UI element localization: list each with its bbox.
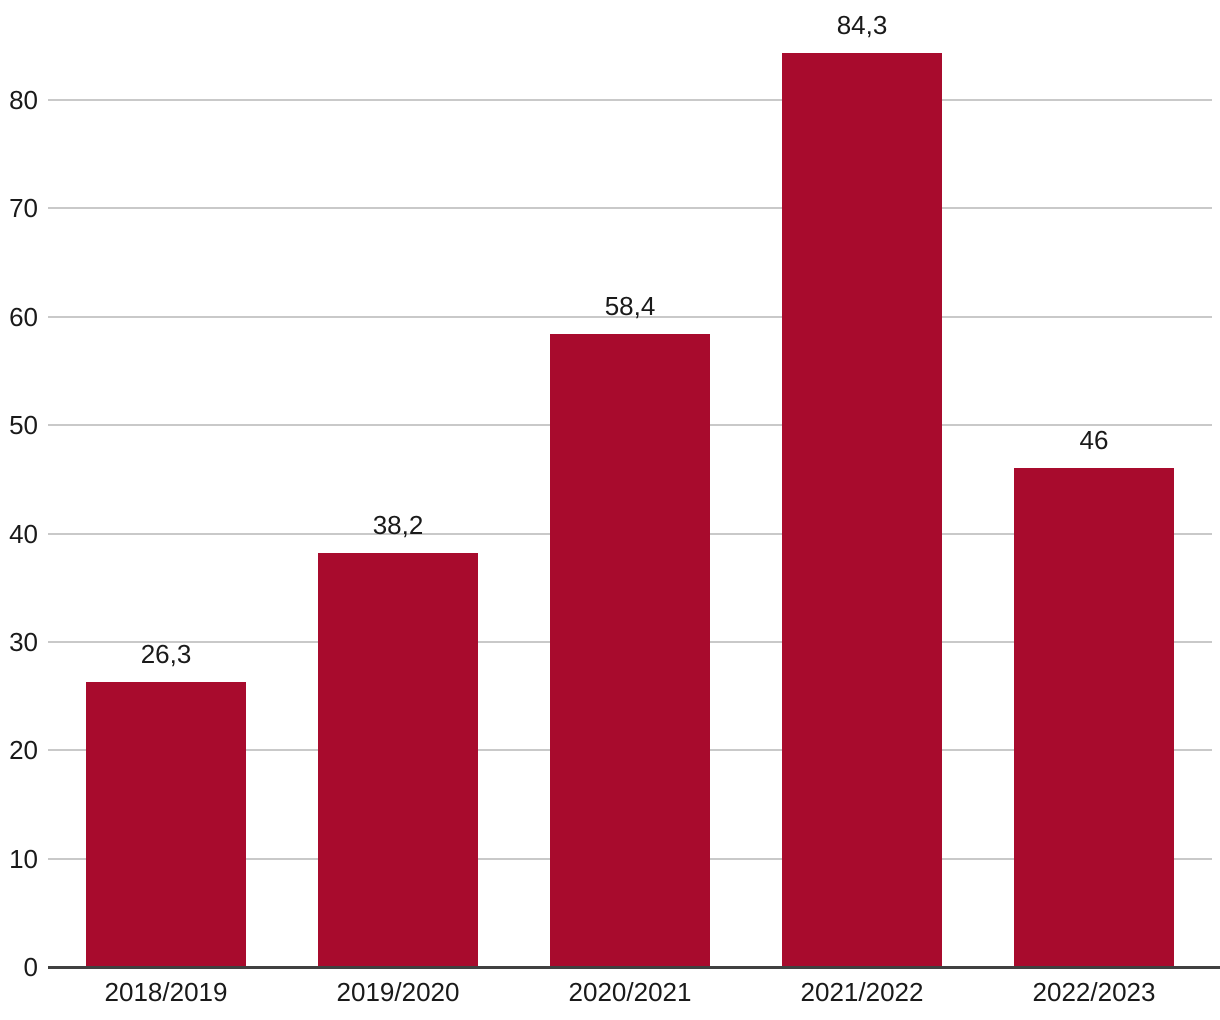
y-axis-tick-label: 0 — [23, 952, 38, 982]
y-axis-tick-label: 10 — [9, 843, 38, 874]
bar-value-label: 46 — [1079, 425, 1109, 456]
x-axis-line — [48, 966, 1220, 969]
x-axis-category-label: 2019/2020 — [336, 977, 460, 1007]
y-axis-tick-label: 80 — [9, 85, 38, 115]
y-axis-tick-label: 70 — [9, 193, 38, 224]
x-axis-category-label: 2020/2021 — [568, 977, 692, 1007]
bar — [1014, 468, 1174, 967]
y-axis-tick-label: 40 — [9, 518, 38, 549]
y-axis-tick-label: 30 — [9, 626, 38, 657]
bar-value-label: 84,3 — [836, 10, 888, 41]
gridline — [48, 99, 1212, 101]
y-axis-tick-label: 50 — [9, 410, 38, 441]
bar — [318, 553, 478, 967]
x-axis-category-label: 2021/2022 — [800, 977, 924, 1007]
gridline — [48, 207, 1212, 210]
bar — [550, 334, 710, 967]
bar-value-label: 58,4 — [604, 291, 656, 322]
gridline — [48, 315, 1212, 318]
x-axis-category-label: 2022/2023 — [1032, 977, 1156, 1007]
y-axis-tick-label: 60 — [9, 301, 38, 332]
bar-value-label: 26,3 — [140, 638, 192, 669]
bar — [86, 681, 246, 967]
y-axis-tick-label: 20 — [9, 735, 38, 766]
x-axis-category-label: 2018/2019 — [104, 977, 228, 1007]
bar — [782, 53, 942, 967]
bar-value-label: 38,2 — [372, 510, 424, 540]
